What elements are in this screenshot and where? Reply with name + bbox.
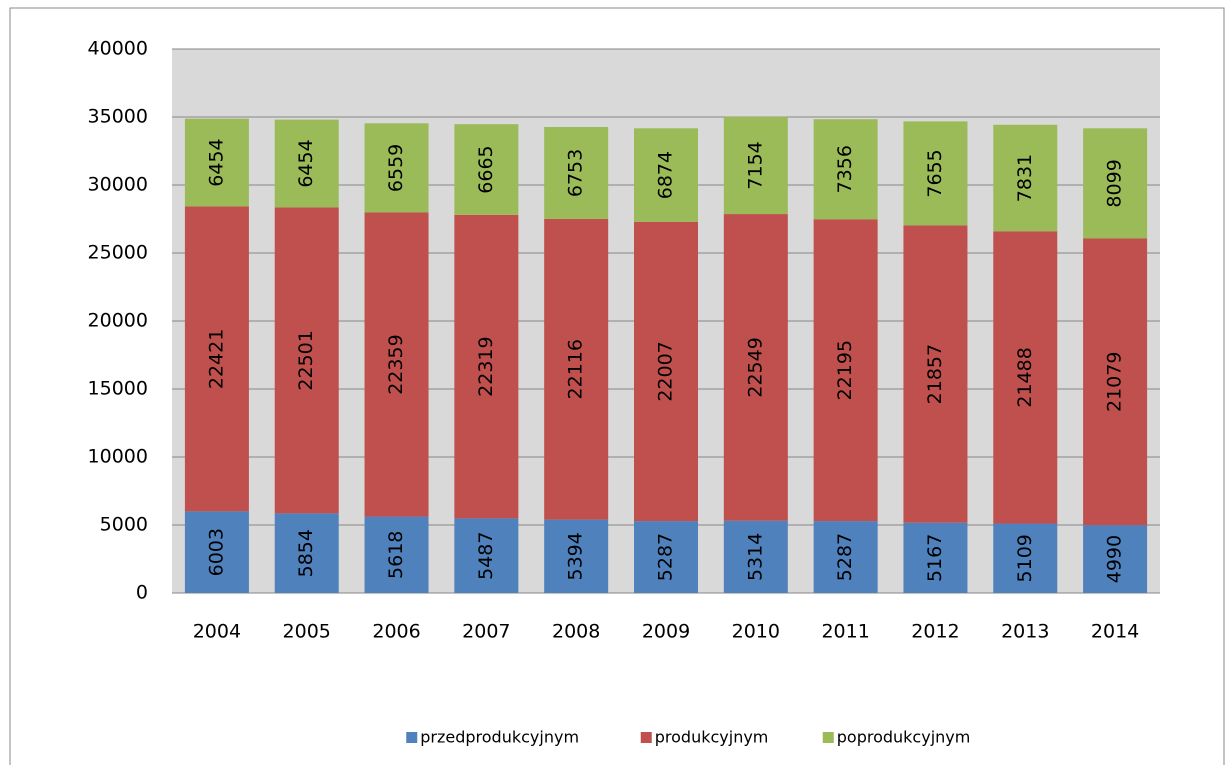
bar-segment: [274, 119, 339, 208]
bar-segment: [1083, 525, 1148, 593]
x-tick-label: 2005: [283, 621, 331, 643]
x-tick-label: 2007: [462, 621, 510, 643]
bar-segment: [723, 214, 788, 521]
y-tick-label: 35000: [88, 106, 148, 128]
data-label: 5109: [1014, 534, 1036, 582]
x-tick-label: 2009: [642, 621, 690, 643]
bar-segment: [634, 221, 698, 522]
data-label: 22116: [565, 339, 587, 399]
data-label: 4990: [1104, 535, 1126, 583]
bar-segment: [813, 521, 878, 593]
bar-segment: [813, 119, 878, 220]
bar-segment: [634, 521, 698, 593]
data-label: 7831: [1014, 154, 1036, 202]
bar-segment: [184, 511, 249, 593]
bar-segment: [1083, 128, 1148, 239]
data-label: 6665: [475, 145, 497, 193]
bar-segment: [544, 127, 609, 219]
y-tick-label: 0: [136, 582, 148, 604]
legend-swatch: [822, 732, 834, 743]
data-label: 5394: [565, 532, 587, 580]
bar-segment: [813, 219, 878, 522]
data-label: 6559: [385, 144, 407, 192]
data-label: 5314: [744, 533, 766, 581]
data-label: 22319: [475, 336, 497, 396]
bar-segment: [723, 520, 788, 593]
y-tick-label: 25000: [88, 242, 148, 264]
data-label: 22007: [655, 341, 677, 401]
bar-segment: [993, 231, 1058, 524]
data-label: 22359: [385, 334, 407, 394]
bar-segment: [903, 121, 968, 226]
y-tick-label: 20000: [88, 310, 148, 332]
bar-segment: [274, 207, 339, 514]
legend-label: przedprodukcyjnym: [420, 728, 579, 747]
x-tick-label: 2006: [372, 621, 420, 643]
legend-label: produkcyjnym: [655, 728, 769, 747]
bar-segment: [723, 116, 788, 215]
legend-label: poprodukcyjnym: [837, 728, 971, 747]
data-label: 5287: [655, 533, 677, 581]
bar-segment: [184, 118, 249, 207]
x-tick-label: 2004: [193, 621, 241, 643]
data-label: 5287: [834, 533, 856, 581]
x-tick-label: 2010: [732, 621, 780, 643]
bar-segment: [903, 522, 968, 593]
bar-segment: [1083, 238, 1148, 526]
x-tick-label: 2014: [1091, 621, 1139, 643]
bar-segment: [454, 518, 519, 593]
bar-segment: [544, 519, 609, 593]
data-label: 22501: [295, 330, 317, 390]
bar-segment: [364, 123, 429, 213]
data-label: 22195: [834, 340, 856, 400]
bar-segment: [364, 212, 429, 517]
bar-segment: [634, 128, 698, 222]
bar-segment: [993, 124, 1058, 232]
data-label: 7655: [924, 149, 946, 197]
data-label: 6003: [205, 528, 227, 576]
data-label: 21857: [924, 344, 946, 404]
data-label: 22549: [744, 337, 766, 397]
y-tick-label: 40000: [88, 38, 148, 60]
data-label: 21079: [1104, 352, 1126, 412]
bar-segment: [364, 516, 429, 593]
data-label: 5167: [924, 534, 946, 582]
bar-segment: [454, 124, 519, 215]
data-label: 7154: [744, 141, 766, 189]
data-label: 6874: [655, 151, 677, 199]
legend-swatch: [640, 732, 652, 743]
y-tick-label: 10000: [88, 446, 148, 468]
data-label: 5618: [385, 531, 407, 579]
data-label: 21488: [1014, 347, 1036, 407]
x-tick-label: 2013: [1001, 621, 1049, 643]
bar-segment: [454, 214, 519, 519]
data-label: 6454: [295, 139, 317, 187]
x-tick-label: 2011: [821, 621, 869, 643]
y-tick-label: 5000: [100, 514, 148, 536]
x-tick-label: 2008: [552, 621, 600, 643]
data-label: 5487: [475, 532, 497, 580]
data-label: 6753: [565, 149, 587, 197]
y-tick-label: 15000: [88, 378, 148, 400]
bar-segment: [274, 513, 339, 593]
data-label: 7356: [834, 145, 856, 193]
data-label: 22421: [205, 329, 227, 389]
bar-segment: [544, 218, 609, 520]
y-tick-label: 30000: [88, 174, 148, 196]
data-label: 5854: [295, 529, 317, 577]
data-label: 6454: [205, 138, 227, 186]
x-tick-label: 2012: [911, 621, 959, 643]
data-label: 8099: [1104, 159, 1126, 207]
bar-segment: [993, 523, 1058, 593]
legend-swatch: [406, 732, 418, 743]
bar-segment: [903, 225, 968, 523]
bar-segment: [184, 206, 249, 512]
